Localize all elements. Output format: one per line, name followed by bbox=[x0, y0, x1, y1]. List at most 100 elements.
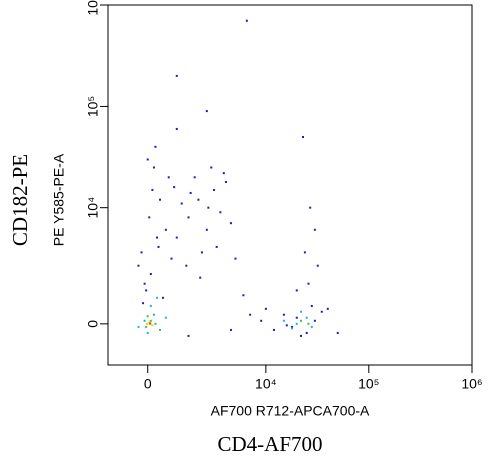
point bbox=[301, 135, 304, 138]
point bbox=[146, 331, 149, 334]
point bbox=[300, 310, 303, 313]
y-tick-label: 10⁴ bbox=[85, 197, 101, 219]
point bbox=[229, 328, 232, 331]
x-tick-label: 0 bbox=[144, 376, 152, 392]
point bbox=[146, 322, 149, 325]
point bbox=[164, 316, 167, 319]
point bbox=[187, 334, 190, 337]
point bbox=[154, 322, 157, 325]
point bbox=[316, 264, 319, 267]
y-tick-label: 10⁵ bbox=[85, 96, 101, 117]
point bbox=[175, 236, 178, 239]
point bbox=[300, 334, 303, 337]
point bbox=[187, 216, 190, 219]
point bbox=[305, 331, 308, 334]
point bbox=[154, 145, 157, 148]
point bbox=[313, 319, 316, 322]
y-axis-label: PE Y585-PE-A bbox=[51, 153, 67, 246]
point bbox=[173, 186, 176, 189]
point bbox=[264, 307, 267, 310]
point bbox=[291, 325, 294, 328]
point bbox=[142, 302, 145, 305]
x-outer-label: CD4-AF700 bbox=[217, 432, 322, 456]
point bbox=[155, 236, 158, 239]
point bbox=[307, 322, 310, 325]
point bbox=[215, 245, 218, 248]
point bbox=[152, 313, 155, 316]
point bbox=[291, 327, 294, 330]
point bbox=[205, 110, 208, 113]
point bbox=[175, 127, 178, 130]
point bbox=[285, 324, 288, 327]
point bbox=[145, 325, 148, 328]
point bbox=[170, 257, 173, 260]
point bbox=[229, 222, 232, 225]
point bbox=[149, 322, 152, 325]
point bbox=[185, 264, 188, 267]
point bbox=[326, 307, 329, 310]
point bbox=[149, 304, 152, 307]
point bbox=[295, 322, 298, 325]
point bbox=[207, 206, 210, 209]
point bbox=[307, 282, 310, 285]
point bbox=[320, 310, 323, 313]
point bbox=[146, 158, 149, 161]
point bbox=[145, 289, 148, 292]
point bbox=[249, 313, 252, 316]
point bbox=[199, 276, 202, 279]
point bbox=[200, 251, 203, 254]
point bbox=[155, 296, 158, 299]
point bbox=[219, 211, 222, 214]
x-tick-label: 10⁵ bbox=[358, 376, 379, 392]
point bbox=[310, 325, 313, 328]
point bbox=[197, 198, 200, 201]
point bbox=[295, 316, 298, 319]
point bbox=[213, 188, 216, 191]
point bbox=[310, 304, 313, 307]
point bbox=[242, 294, 245, 297]
point bbox=[137, 325, 140, 328]
point bbox=[234, 257, 237, 260]
point bbox=[272, 328, 275, 331]
point bbox=[295, 289, 298, 292]
point bbox=[137, 264, 140, 267]
point bbox=[282, 319, 285, 322]
point bbox=[143, 282, 146, 285]
point bbox=[282, 313, 285, 316]
point bbox=[205, 228, 208, 231]
point bbox=[161, 296, 164, 299]
point bbox=[313, 228, 316, 231]
point bbox=[222, 172, 225, 175]
y-tick-label: 0 bbox=[85, 320, 101, 328]
point bbox=[151, 188, 154, 191]
x-axis-label: AF700 R712-APCA700-A bbox=[211, 403, 370, 419]
point bbox=[305, 316, 308, 319]
x-tick-label: 10⁶ bbox=[461, 376, 482, 392]
point bbox=[210, 166, 213, 169]
point bbox=[148, 216, 151, 219]
point bbox=[224, 180, 227, 183]
point bbox=[148, 321, 151, 324]
point bbox=[152, 166, 155, 169]
point bbox=[309, 206, 312, 209]
point bbox=[140, 251, 143, 254]
point bbox=[193, 176, 196, 179]
y-tick-label: 10⁶ bbox=[85, 0, 101, 16]
point bbox=[159, 328, 162, 331]
point bbox=[151, 324, 154, 327]
point bbox=[300, 319, 303, 322]
point bbox=[180, 202, 183, 205]
point bbox=[146, 315, 149, 318]
point bbox=[143, 319, 146, 322]
point bbox=[303, 251, 306, 254]
point bbox=[189, 191, 192, 194]
y-outer-label: CD182-PE bbox=[8, 154, 32, 246]
plot-frame bbox=[107, 4, 473, 366]
point bbox=[175, 74, 178, 77]
point bbox=[149, 272, 152, 275]
point bbox=[260, 319, 263, 322]
x-tick-label: 10⁴ bbox=[255, 376, 277, 392]
point bbox=[336, 331, 339, 334]
point bbox=[157, 245, 160, 248]
